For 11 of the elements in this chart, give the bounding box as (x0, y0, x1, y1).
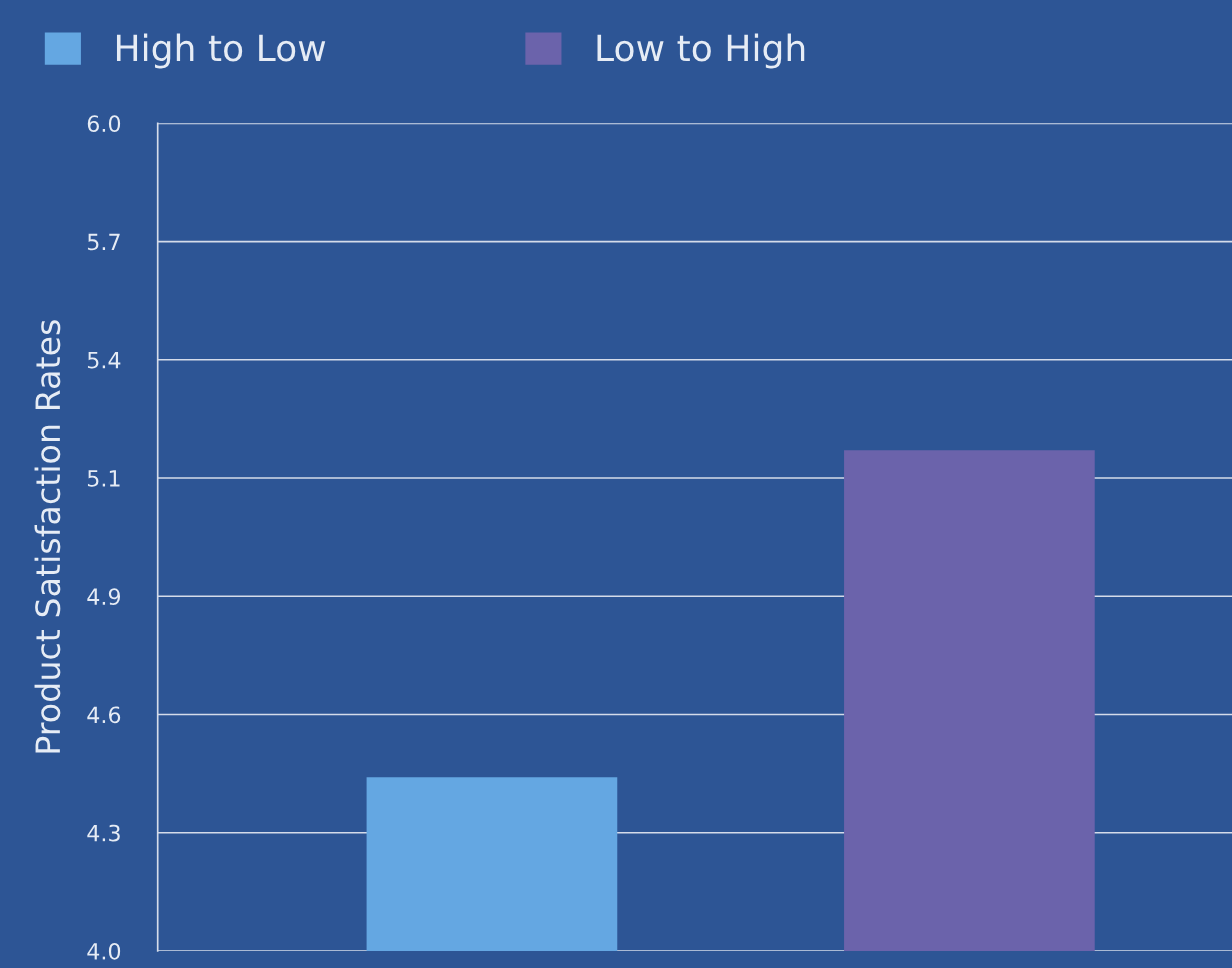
y-tick-label: 4.0 (87, 942, 121, 960)
y-tick-label: 6.0 (87, 115, 121, 133)
y-tick-label: 4.3 (87, 824, 120, 842)
legend-label: High to Low (116, 33, 326, 69)
legend-label: Low to High (597, 33, 805, 69)
y-axis-title: Product Satisfaction Rates (34, 320, 61, 753)
y-tick-label: 5.1 (87, 470, 120, 487)
y-tick-label: 4.9 (87, 588, 121, 606)
y-tick-label: 5.4 (87, 352, 121, 369)
y-tick-label: 5.7 (87, 233, 120, 251)
y-tick-label: 4.6 (87, 706, 121, 724)
